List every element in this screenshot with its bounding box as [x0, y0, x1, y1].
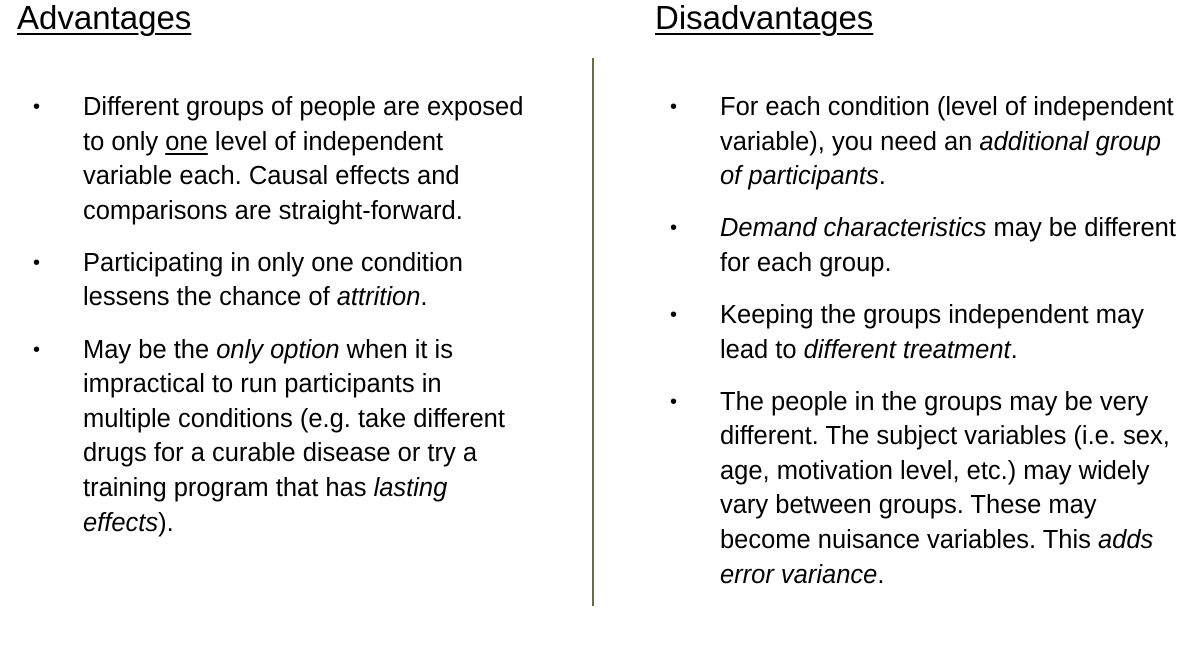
advantage-item-text: only option [216, 335, 340, 364]
bullet-icon: • [670, 303, 678, 326]
bullet-icon: • [33, 96, 41, 118]
disadvantage-item-text: adds error variance [720, 526, 1154, 589]
advantage-item: • Different groups of people are exposed … [33, 90, 533, 228]
advantages-heading: Advantages [17, 0, 192, 36]
disadvantage-item-text: Demand characteristics [720, 214, 987, 243]
disadvantage-item: • Demand characteristics may be different… [670, 211, 1180, 280]
advantage-item-text: one [165, 127, 208, 156]
bullet-icon: • [33, 338, 41, 361]
advantage-item-text: Participating in only one condition less… [83, 248, 463, 312]
disadvantages-heading: Disadvantages [655, 0, 874, 36]
disadvantage-item: • Keeping the groups independent may lead… [670, 298, 1180, 367]
bullet-icon: • [670, 390, 678, 413]
disadvantage-item-text: Keeping the groups independent may lead … [720, 300, 1144, 364]
advantage-item-text: when it is impractical to run participan… [83, 335, 505, 502]
column-divider [592, 58, 594, 606]
bullet-icon: • [670, 217, 678, 240]
disadvantage-item-text: different treatment [803, 335, 1011, 364]
advantage-item-text: May be the [83, 335, 217, 364]
advantage-item-text: ). [158, 508, 174, 537]
disadvantage-item-text: The people in the groups may be very dif… [720, 387, 1170, 555]
advantage-item-text: lasting effects [83, 473, 448, 537]
advantage-item: • Participating in only one condition les… [33, 246, 533, 315]
disadvantage-item-text: may be different for each group. [720, 214, 1176, 277]
disadvantage-item-text: . [1010, 335, 1018, 364]
disadvantages-list: • For each condition (level of independen… [670, 90, 1180, 610]
advantage-item-text: level of independent variable each. Caus… [83, 127, 463, 225]
bullet-icon: • [33, 251, 41, 274]
disadvantage-item: • The people in the groups may be very di… [670, 385, 1180, 593]
advantage-item-text: attrition [336, 283, 421, 312]
disadvantage-item-text: . [878, 162, 886, 191]
disadvantage-item-text: additional group of participants [720, 127, 1161, 191]
disadvantage-item: • For each condition (level of independen… [670, 90, 1180, 194]
disadvantage-item-text: For each condition (level of independent… [720, 93, 1174, 156]
advantage-item-text: . [420, 283, 428, 312]
disadvantage-item-text: . [877, 560, 885, 589]
advantage-item-text: Different groups of people are exposed t… [83, 93, 524, 156]
advantages-list: • Different groups of people are exposed … [33, 90, 533, 558]
advantage-item: • May be the only option when it is impra… [33, 333, 533, 541]
bullet-icon: • [670, 96, 678, 118]
